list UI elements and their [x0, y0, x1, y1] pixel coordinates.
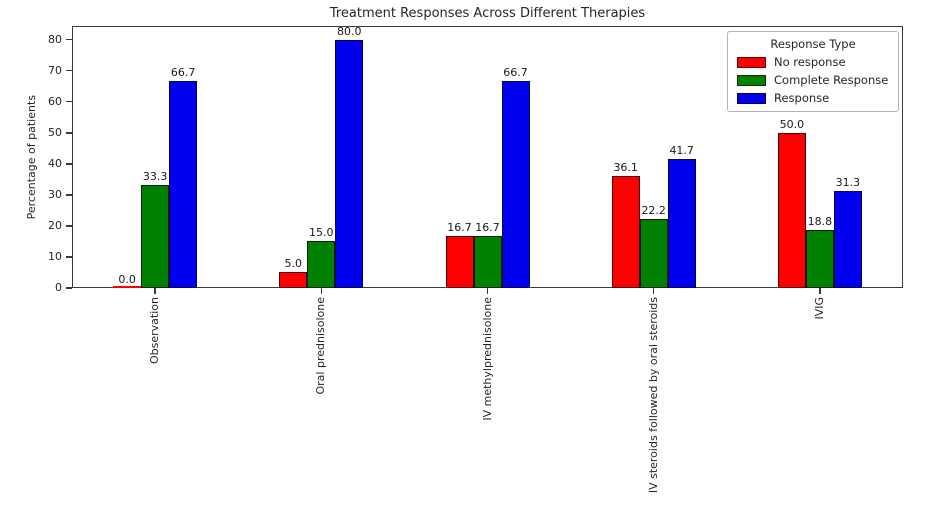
bar-value-label: 22.2 — [641, 204, 666, 218]
y-tick-mark — [66, 287, 72, 289]
bar-value-label: 15.0 — [309, 226, 334, 240]
bar-value-label: 18.8 — [807, 214, 833, 228]
bar-value-label: 33.3 — [142, 169, 168, 183]
bar-value-label: 66.7 — [170, 65, 196, 79]
y-tick-label: 20 — [48, 218, 62, 232]
x-tick-mark — [154, 288, 156, 294]
bar-value-label: 16.7 — [447, 221, 472, 235]
bar — [279, 272, 308, 288]
bar-value-label: 50.0 — [779, 117, 805, 131]
chart-title: Treatment Responses Across Different The… — [329, 6, 646, 21]
legend-item: Response — [737, 91, 889, 105]
bar — [805, 229, 834, 288]
bar — [833, 190, 862, 288]
y-tick-mark — [66, 100, 72, 103]
y-tick-label: 70 — [48, 63, 62, 77]
y-tick-mark — [66, 38, 72, 41]
legend-swatch — [737, 92, 766, 104]
legend-label: No response — [774, 55, 846, 69]
x-tick-label: IV steroids followed by oral steroids — [646, 297, 660, 494]
x-tick-mark — [819, 288, 821, 294]
legend-swatch — [737, 74, 766, 86]
bar — [639, 219, 668, 288]
y-tick-label: 30 — [48, 187, 62, 201]
legend-item: Complete Response — [737, 73, 889, 87]
bar-value-label: 0.0 — [118, 273, 136, 286]
y-tick-mark — [66, 256, 72, 258]
bar — [777, 132, 806, 288]
x-tick-mark — [652, 288, 655, 294]
y-tick-mark — [66, 225, 72, 227]
bar — [307, 241, 336, 288]
legend-label: Complete Response — [774, 73, 889, 87]
bar-value-label: 31.3 — [835, 175, 861, 189]
bar-value-label: 5.0 — [284, 257, 303, 271]
y-tick-mark — [66, 69, 72, 72]
bar-value-label: 16.7 — [475, 221, 500, 235]
legend-items: No response Complete Response Response — [737, 55, 889, 105]
y-tick-label: 60 — [48, 94, 62, 108]
legend: Response Type No response Complete Respon… — [727, 31, 899, 112]
bar — [667, 158, 696, 288]
y-tick-mark — [66, 132, 72, 134]
x-tick-mark — [486, 288, 489, 294]
legend-swatch — [737, 56, 766, 68]
x-tick-label: IVIG — [812, 297, 826, 320]
bar-value-label: 41.7 — [669, 143, 694, 157]
y-tick-label: 80 — [48, 32, 62, 46]
y-tick-mark — [66, 194, 72, 196]
bar — [473, 236, 502, 288]
legend-item: No response — [737, 55, 889, 69]
bar — [335, 39, 364, 288]
x-tick-label: Oral prednisolone — [314, 297, 328, 395]
y-tick-label: 40 — [48, 156, 62, 170]
legend-label: Response — [774, 91, 830, 105]
y-tick-mark — [66, 163, 72, 165]
bar — [611, 175, 640, 288]
bar-value-label: 80.0 — [337, 24, 362, 38]
y-tick-label: 0 — [55, 281, 62, 294]
bar — [169, 80, 198, 288]
bar-zero-height — [113, 286, 142, 288]
y-tick-label: 50 — [48, 125, 62, 139]
bar — [501, 80, 530, 288]
bar-value-label: 36.1 — [613, 160, 638, 174]
x-tick-label: Observation — [148, 297, 162, 364]
bar — [141, 184, 170, 288]
x-tick-label: IV methylprednisolone — [480, 297, 494, 421]
y-tick-label: 10 — [48, 249, 62, 263]
bar-value-label: 66.7 — [503, 65, 528, 79]
x-tick-mark — [320, 288, 323, 294]
bar — [445, 236, 474, 288]
legend-title: Response Type — [770, 37, 856, 51]
